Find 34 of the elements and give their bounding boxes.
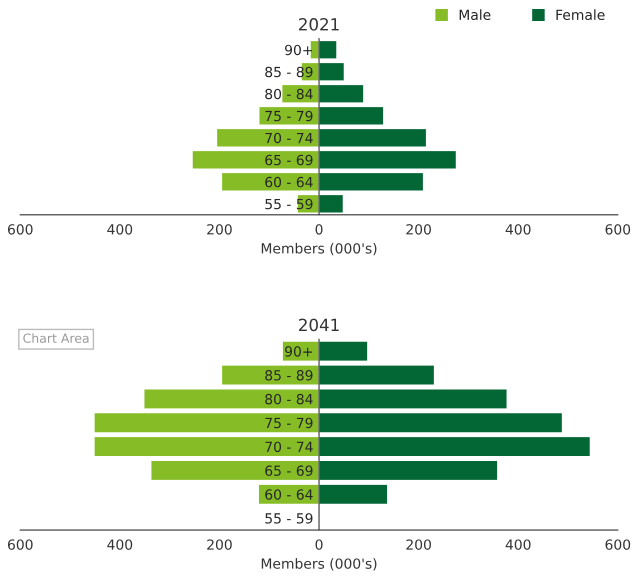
y-tick-label: 85 - 89 xyxy=(265,370,312,381)
annotation: Chart Area xyxy=(23,333,89,343)
x-tick-label: 200 xyxy=(406,224,431,235)
x-tick-label: 200 xyxy=(207,539,232,550)
y-tick-label: 60 - 64 xyxy=(265,176,313,188)
legend-label: Female xyxy=(556,9,605,20)
x-tick-label: 400 xyxy=(506,224,531,235)
y-tick-label: 80 - 84 xyxy=(265,88,313,100)
x-axis-title: Members (000's) xyxy=(262,558,376,570)
x-tick-label: 200 xyxy=(406,539,431,550)
y-tick-label: 55 - 59 xyxy=(265,513,312,524)
y-tick-label: 75 - 79 xyxy=(265,110,312,122)
x-tick-label: 600 xyxy=(8,539,33,550)
y-tick-label: 80 - 84 xyxy=(265,394,313,404)
x-tick-label: 400 xyxy=(107,539,132,550)
y-tick-label: 70 - 74 xyxy=(265,442,313,452)
x-axis-title: Members (000's) xyxy=(262,242,376,256)
x-tick-label: 0 xyxy=(316,539,323,550)
y-tick-label: 60 - 64 xyxy=(265,489,313,500)
x-tick-label: 400 xyxy=(506,539,531,550)
chart-title: 2021 xyxy=(299,18,339,31)
y-tick-label: 70 - 74 xyxy=(265,132,313,144)
x-tick-label: 0 xyxy=(316,224,323,235)
x-tick-label: 600 xyxy=(606,539,630,550)
y-tick-label: 75 - 79 xyxy=(265,418,312,428)
chart-title: 2041 xyxy=(299,318,339,332)
y-tick-label: 90+ xyxy=(285,346,312,357)
y-tick-label: 65 - 69 xyxy=(265,154,312,166)
x-tick-label: 400 xyxy=(107,224,132,235)
y-tick-label: 65 - 69 xyxy=(265,465,312,476)
x-tick-label: 600 xyxy=(8,224,33,235)
x-tick-label: 200 xyxy=(207,224,232,235)
x-tick-label: 600 xyxy=(606,224,630,235)
legend-label: Male xyxy=(460,9,490,20)
